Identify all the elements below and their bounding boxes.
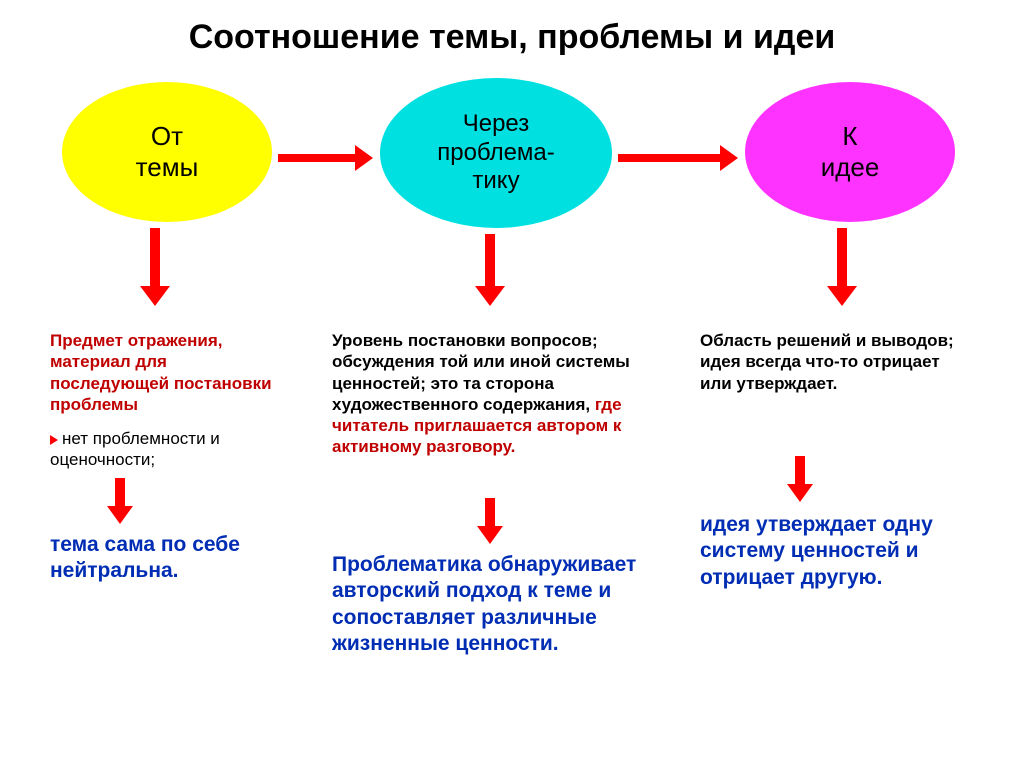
arrow-down-theme: [140, 228, 170, 306]
bullet-icon: [50, 435, 58, 445]
col1-red-text: Предмет отражения, материал для последую…: [50, 330, 280, 415]
arrow-down-idea: [827, 228, 857, 306]
arrow-down-idea-2: [787, 456, 813, 502]
col3-blue-text: идея утверждает одну систему ценностей и…: [700, 512, 965, 591]
ellipse-problem: Через проблема- тику: [380, 78, 612, 228]
arrow-problem-to-idea: [618, 145, 738, 171]
ellipse-idea: К идее: [745, 82, 955, 222]
col1-bullet-text: нет проблемности и оценочности;: [50, 428, 280, 471]
col2-mixed-text: Уровень постановки вопросов; обсуждения …: [332, 330, 658, 458]
arrow-down-problem-2: [477, 498, 503, 544]
col1-blue-text: тема сама по себе нейтральна.: [50, 532, 280, 585]
arrow-down-problem: [475, 234, 505, 306]
arrow-down-theme-2: [107, 478, 133, 524]
page-title: Соотношение темы, проблемы и идеи: [0, 0, 1024, 57]
col2-black-part: Уровень постановки вопросов; обсуждения …: [332, 331, 630, 414]
col2-blue-text: Проблематика обнаруживает авторский подх…: [332, 552, 658, 657]
arrow-theme-to-problem: [278, 145, 373, 171]
ellipse-theme: От темы: [62, 82, 272, 222]
col1-bullet-label: нет проблемности и оценочности;: [50, 429, 220, 469]
col3-black-text: Область решений и выводов; идея всегда ч…: [700, 330, 965, 394]
